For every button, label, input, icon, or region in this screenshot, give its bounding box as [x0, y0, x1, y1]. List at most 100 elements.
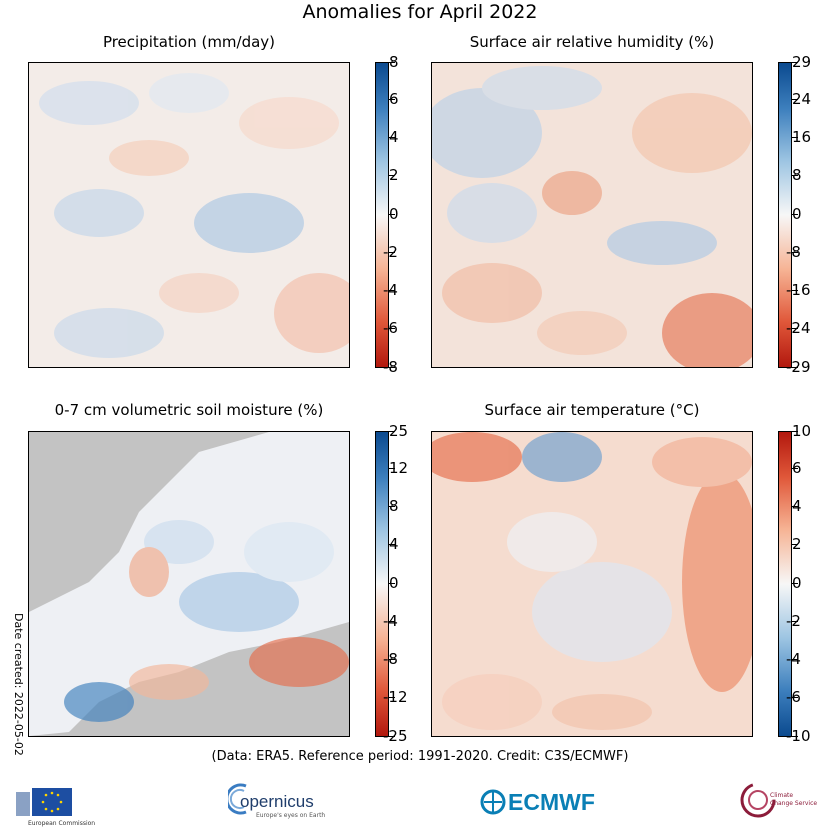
- eu-flag-icon: [16, 788, 72, 816]
- colorbar-tick-mark: [389, 468, 395, 469]
- colorbar-tick-mark: [389, 736, 395, 737]
- colorbar-tick-label: 24: [792, 90, 812, 108]
- colorbar-soil-moisture: [375, 431, 389, 737]
- colorbar-tick-label: -25: [383, 727, 408, 745]
- colorbar-tick-mark: [792, 290, 798, 291]
- colorbar-tick-label: 2: [389, 166, 399, 184]
- colorbar-tick-label: -4: [786, 650, 801, 668]
- map-soil-moisture: [28, 431, 350, 737]
- colorbar-tick-label: 16: [792, 128, 812, 146]
- colorbar-tick-label: 8: [389, 497, 399, 515]
- colorbar-tick-mark: [792, 328, 798, 329]
- colorbar-ticks-humidity: 29 24 16 8 0 -8 -16 -24 -29: [786, 54, 832, 375]
- colorbar-tick-mark: [792, 583, 798, 584]
- colorbar-tick-label: 12: [389, 459, 409, 477]
- colorbar-tick-label: 4: [389, 128, 399, 146]
- colorbar-tick-mark: [389, 367, 395, 368]
- colorbar-tick-label: 0: [389, 574, 399, 592]
- colorbar-tick-mark: [792, 175, 798, 176]
- eu-logo: European Commission: [14, 786, 95, 832]
- colorbar-tick-mark: [389, 252, 395, 253]
- eu-logo-text: European Commission: [28, 820, 96, 827]
- c3s-text-2: Change Service: [770, 800, 818, 807]
- colorbar-tick-mark: [389, 659, 395, 660]
- colorbar-tick-mark: [389, 621, 395, 622]
- colorbar-tick-mark: [792, 62, 798, 63]
- panel-title-temperature: Surface air temperature (°C): [484, 401, 700, 419]
- colorbar-tick-label: 2: [792, 535, 802, 553]
- colorbar-tick-mark: [792, 214, 798, 215]
- colorbar-tick-mark: [792, 736, 798, 737]
- colorbar-tick-mark: [389, 290, 395, 291]
- colorbar-tick-label: -29: [786, 358, 811, 376]
- colorbar-tick-mark: [389, 62, 395, 63]
- ecmwf-logo: ECMWF: [480, 785, 595, 819]
- colorbar-tick-mark: [389, 506, 395, 507]
- colorbar-tick-mark: [792, 468, 798, 469]
- colorbar-tick-label: 6: [389, 90, 399, 108]
- colorbar-tick-mark: [389, 137, 395, 138]
- map-temperature: [431, 431, 753, 737]
- colorbar-tick-label: 6: [792, 459, 802, 477]
- ecmwf-globe-icon: [480, 789, 506, 815]
- panel-title-humidity: Surface air relative humidity (%): [469, 33, 715, 51]
- map-humidity: [431, 62, 753, 368]
- colorbar-tick-mark: [792, 137, 798, 138]
- copernicus-wordmark: opernicus: [240, 792, 314, 811]
- colorbar-tick-mark: [792, 252, 798, 253]
- colorbar-tick-mark: [792, 506, 798, 507]
- colorbar-tick-mark: [792, 697, 798, 698]
- colorbar-tick-label: 8: [389, 53, 399, 71]
- colorbar-tick-label: -6: [786, 688, 801, 706]
- colorbar-tick-label: 4: [792, 497, 802, 515]
- colorbar-tick-mark: [389, 175, 395, 176]
- colorbar-tick-label: -12: [383, 688, 408, 706]
- colorbar-tick-label: -16: [786, 281, 811, 299]
- c3s-swirl-icon: [740, 782, 776, 818]
- colorbar-ticks-soil-moisture: 25 12 8 4 0 -4 -8 -12 -25: [383, 423, 429, 744]
- colorbar-tick-mark: [389, 99, 395, 100]
- colorbar-ticks-precipitation: 8 6 4 2 0 -2 -4 -6 -8: [383, 54, 429, 375]
- colorbar-tick-mark: [792, 621, 798, 622]
- colorbar-tick-mark: [792, 367, 798, 368]
- c3s-logo: Climate Change Service: [738, 780, 828, 824]
- copernicus-tagline: Europe's eyes on Earth: [256, 812, 326, 819]
- colorbar-tick-label: -6: [383, 319, 398, 337]
- colorbar-tick-mark: [389, 697, 395, 698]
- colorbar-tick-label: 10: [792, 422, 812, 440]
- colorbar-tick-label: 29: [792, 53, 812, 71]
- colorbar-tick-label: 25: [389, 422, 409, 440]
- colorbar-humidity: [778, 62, 792, 368]
- copernicus-logo: opernicus Europe's eyes on Earth: [228, 782, 328, 822]
- colorbar-tick-mark: [389, 583, 395, 584]
- colorbar-tick-label: 4: [389, 535, 399, 553]
- colorbar-tick-label: -10: [786, 727, 811, 745]
- c3s-text-1: Climate: [770, 792, 794, 799]
- colorbar-tick-mark: [792, 659, 798, 660]
- colorbar-tick-mark: [389, 214, 395, 215]
- colorbar-tick-label: 0: [389, 205, 399, 223]
- ecmwf-wordmark: ECMWF: [508, 789, 595, 815]
- colorbar-tick-label: -2: [383, 243, 398, 261]
- colorbar-tick-mark: [792, 99, 798, 100]
- colorbar-tick-mark: [389, 328, 395, 329]
- colorbar-tick-label: -8: [383, 650, 398, 668]
- date-created: Date created: 2022-05-02: [12, 613, 25, 756]
- colorbar-tick-label: -4: [383, 612, 398, 630]
- panel-title-soil-moisture: 0-7 cm volumetric soil moisture (%): [54, 401, 324, 419]
- colorbar-tick-label: -4: [383, 281, 398, 299]
- colorbar-temperature: [778, 431, 792, 737]
- colorbar-tick-label: -2: [786, 612, 801, 630]
- colorbar-tick-label: 8: [792, 166, 802, 184]
- colorbar-tick-mark: [792, 544, 798, 545]
- colorbar-tick-label: -8: [383, 358, 398, 376]
- footer-credit: (Data: ERA5. Reference period: 1991-2020…: [211, 749, 629, 764]
- colorbar-tick-mark: [389, 544, 395, 545]
- colorbar-tick-label: -8: [786, 243, 801, 261]
- colorbar-tick-mark: [389, 431, 395, 432]
- colorbar-tick-label: 0: [792, 574, 802, 592]
- figure-title: Anomalies for April 2022: [302, 1, 538, 23]
- colorbar-tick-label: 0: [792, 205, 802, 223]
- copernicus-c-icon: [228, 783, 247, 815]
- colorbar-precipitation: [375, 62, 389, 368]
